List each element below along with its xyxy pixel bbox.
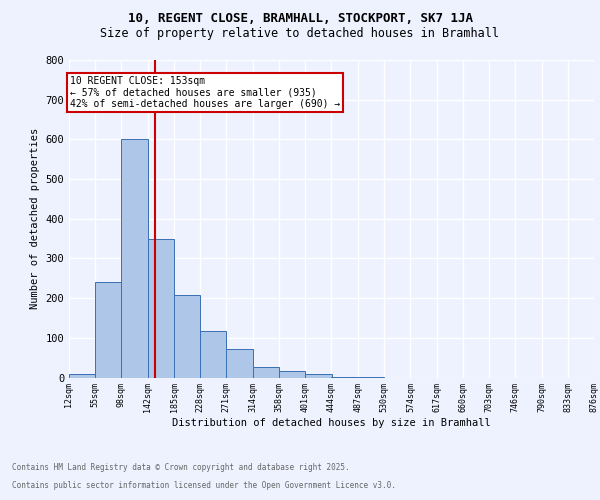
Bar xyxy=(279,371,305,378)
Bar xyxy=(200,331,226,378)
Bar xyxy=(253,367,279,378)
Text: Size of property relative to detached houses in Bramhall: Size of property relative to detached ho… xyxy=(101,28,499,40)
Bar xyxy=(331,376,358,378)
Text: Contains HM Land Registry data © Crown copyright and database right 2025.: Contains HM Land Registry data © Crown c… xyxy=(12,464,350,472)
Text: 10 REGENT CLOSE: 153sqm
← 57% of detached houses are smaller (935)
42% of semi-d: 10 REGENT CLOSE: 153sqm ← 57% of detache… xyxy=(70,76,340,109)
Bar xyxy=(95,282,121,378)
Text: Contains public sector information licensed under the Open Government Licence v3: Contains public sector information licen… xyxy=(12,481,396,490)
Y-axis label: Number of detached properties: Number of detached properties xyxy=(30,128,40,310)
Bar xyxy=(121,140,148,378)
Bar xyxy=(69,374,95,378)
Bar xyxy=(148,238,174,378)
Text: 10, REGENT CLOSE, BRAMHALL, STOCKPORT, SK7 1JA: 10, REGENT CLOSE, BRAMHALL, STOCKPORT, S… xyxy=(128,12,473,26)
Bar xyxy=(174,296,200,378)
X-axis label: Distribution of detached houses by size in Bramhall: Distribution of detached houses by size … xyxy=(172,418,491,428)
Bar xyxy=(305,374,331,378)
Bar xyxy=(226,349,253,378)
